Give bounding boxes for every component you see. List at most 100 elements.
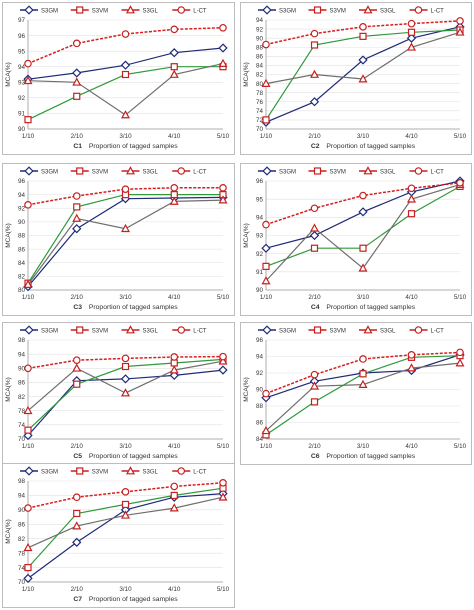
data-point-s3gl <box>218 58 228 68</box>
legend-label-s3gm: S3GM <box>41 328 58 334</box>
y-tick-label: 92 <box>18 95 26 102</box>
y-tick-label: 96 <box>18 33 26 40</box>
caption-id: C6 <box>311 453 320 460</box>
x-tick-label: 4/10 <box>405 133 418 140</box>
legend-marker-s3gm <box>262 5 272 15</box>
data-point-s3vm <box>121 500 130 509</box>
data-point-s3gm <box>120 374 131 384</box>
y-tick-label: 90 <box>18 219 26 226</box>
data-point-s3gm <box>23 430 33 441</box>
y-tick-label: 82 <box>256 72 264 79</box>
y-tick-label: 90 <box>256 387 264 394</box>
legend-label-s3gm: S3GM <box>41 169 58 175</box>
data-point-s3vm <box>170 63 178 71</box>
data-point-s3gm <box>23 573 33 584</box>
data-point-s3gm <box>406 33 417 43</box>
data-point-l-ct <box>24 201 32 209</box>
data-point-s3vm <box>262 262 270 270</box>
y-tick-label: 94 <box>256 17 264 24</box>
data-point-s3gl <box>358 379 368 388</box>
data-point-s3gl <box>406 363 417 372</box>
y-axis-label: MCA(%) <box>243 377 250 402</box>
y-tick-label: 94 <box>256 354 264 361</box>
data-point-s3gl <box>23 279 33 288</box>
chart-frame <box>2 322 235 465</box>
data-point-s3gl <box>358 74 368 83</box>
data-point-s3gl <box>261 78 271 87</box>
y-tick-label: 74 <box>18 422 26 429</box>
y-tick-label: 80 <box>18 287 26 294</box>
series-l-ct <box>24 184 227 209</box>
legend-label-l-ct: L-CT <box>431 8 445 14</box>
data-point-l-ct <box>219 352 227 361</box>
legend: S3GM S3VM S3GL L-CT <box>20 166 207 176</box>
y-tick-label: 82 <box>18 274 26 281</box>
data-point-s3gl <box>169 196 179 205</box>
legend-label-s3gm: S3GM <box>279 328 296 334</box>
caption-id: C4 <box>311 304 320 311</box>
legend-marker-s3gl <box>125 166 136 175</box>
data-point-s3gm <box>309 97 320 107</box>
data-point-s3gl <box>120 110 131 119</box>
x-tick-label: 4/10 <box>168 294 181 301</box>
y-axis-label: MCA(%) <box>5 62 12 87</box>
data-point-s3gm <box>169 48 179 58</box>
data-point-l-ct <box>310 29 319 38</box>
legend-label-s3gm: S3GM <box>41 8 58 14</box>
series-s3gm <box>23 43 228 84</box>
legend: S3GM S3VM S3GL L-CT <box>258 166 444 176</box>
legend-marker-l-ct <box>177 326 186 334</box>
data-point-s3gl <box>261 276 271 285</box>
x-tick-label: 2/10 <box>71 586 84 593</box>
data-point-s3vm <box>262 116 270 124</box>
data-point-s3gl <box>455 358 465 367</box>
legend: S3GM S3VM S3GL L-CT <box>20 5 207 15</box>
legend-marker-s3gm <box>24 466 34 476</box>
y-tick-label: 90 <box>256 287 264 294</box>
legend-label-s3vm: S3VM <box>330 8 346 14</box>
series-s3gl <box>23 492 228 552</box>
x-tick-label: 4/10 <box>405 443 418 450</box>
y-tick-label: 72 <box>256 117 264 124</box>
series-s3vm <box>262 26 464 124</box>
legend-label-s3vm: S3VM <box>92 328 108 334</box>
x-tick-label: 2/10 <box>308 443 321 450</box>
x-tick-label: 2/10 <box>71 443 84 450</box>
y-tick-label: 78 <box>18 550 26 557</box>
legend-label-l-ct: L-CT <box>193 328 207 334</box>
data-point-l-ct <box>72 356 81 364</box>
legend-marker-s3gl <box>363 5 373 14</box>
y-tick-label: 86 <box>18 380 26 387</box>
data-point-s3gl <box>169 365 179 374</box>
legend-marker-s3gl <box>363 166 373 175</box>
y-tick-label: 94 <box>18 64 26 71</box>
caption-id: C5 <box>73 453 82 460</box>
x-tick-label: 2/10 <box>71 294 84 301</box>
x-tick-label: 5/10 <box>217 133 230 140</box>
data-point-s3vm <box>121 70 130 79</box>
x-tick-label: 3/10 <box>357 294 370 301</box>
data-point-s3vm <box>73 380 81 388</box>
data-point-l-ct <box>170 353 179 361</box>
data-point-s3gm <box>218 365 228 375</box>
x-tick-label: 4/10 <box>168 443 181 450</box>
data-point-s3vm <box>73 203 81 211</box>
y-tick-label: 92 <box>256 251 264 258</box>
data-point-l-ct <box>170 482 179 491</box>
legend-label-s3gm: S3GM <box>41 469 58 475</box>
series-l-ct <box>24 352 227 373</box>
series-line-l-ct <box>27 355 224 370</box>
data-point-s3gl <box>120 223 131 233</box>
legend-marker-s3gm <box>262 166 272 176</box>
legend-marker-s3gm <box>24 166 34 176</box>
data-point-s3gl <box>72 521 82 530</box>
data-point-s3vm <box>310 41 319 49</box>
chart-panel-7: S3GM S3VM S3GL L-CT 70 74 78 82 86 90 94 98 1/10 2/10… <box>2 463 235 608</box>
x-tick-label: 3/10 <box>119 443 132 450</box>
legend-label-s3vm: S3VM <box>330 169 346 175</box>
x-tick-label: 1/10 <box>22 586 35 593</box>
data-point-s3vm <box>359 370 367 378</box>
x-tick-label: 2/10 <box>71 133 84 140</box>
series-l-ct <box>262 17 464 49</box>
